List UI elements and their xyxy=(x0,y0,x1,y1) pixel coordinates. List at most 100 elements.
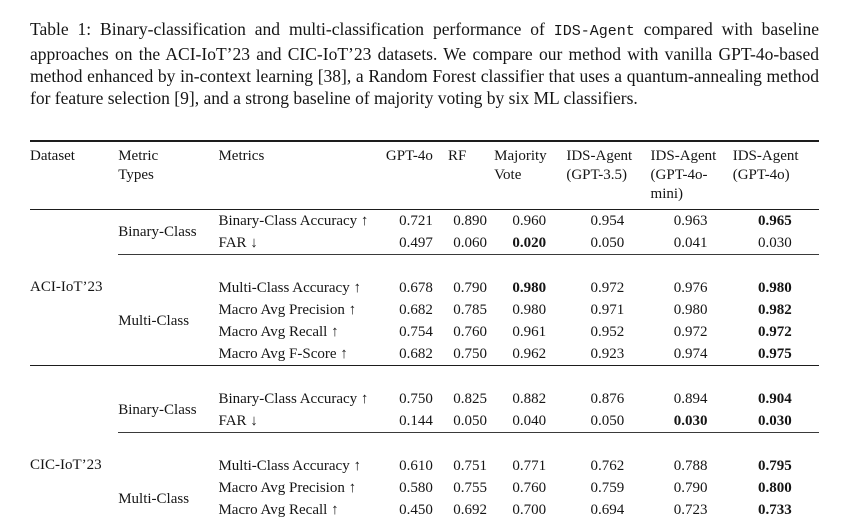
value-cell: 0.682 xyxy=(399,345,433,362)
value-cell: 0.785 xyxy=(453,301,487,318)
value-cell: 0.694 xyxy=(590,501,625,517)
value-cell: 0.497 xyxy=(399,234,433,251)
table-row: Multi-Class Multi-Class Accuracy ↑ 0.678 0.… xyxy=(30,277,819,329)
value-cell: 0.965 xyxy=(757,212,792,229)
value-cell: 0.678 xyxy=(399,279,433,296)
value-cell: 0.580 xyxy=(399,479,433,496)
column-header-ids-agent-gpt4o-mini: IDS-Agent (GPT-4o-mini) xyxy=(650,141,733,210)
value-cell: 0.980 xyxy=(757,279,792,296)
value-cell: 0.751 xyxy=(453,457,487,474)
value-cell: 0.904 xyxy=(757,390,792,407)
value-cell: 0.020 xyxy=(512,234,547,251)
value-cell: 0.961 xyxy=(512,323,547,340)
value-cell: 0.754 xyxy=(399,323,433,340)
table-row: Macro Avg F-Score ↑ 0.682 0.750 0.962 0.923 0… xyxy=(30,343,819,366)
value-cell: 0.610 xyxy=(399,457,433,474)
column-header-metrics: Metrics xyxy=(218,141,386,210)
table-row: Macro Avg Recall ↑ 0.754 0.760 0.961 0.952 0.… xyxy=(30,321,819,343)
table-row: ACI-IoT’23 Binary-Class Binary-Class Accur… xyxy=(30,210,819,296)
dataset-cell: ACI-IoT’23 xyxy=(30,279,103,295)
column-header-dataset: Dataset xyxy=(30,141,119,210)
value-cell: 0.755 xyxy=(453,479,487,496)
value-cell: 0.750 xyxy=(453,345,487,362)
value-cell: 0.894 xyxy=(673,390,708,407)
value-cell: 0.030 xyxy=(673,412,708,429)
value-cell: 0.682 xyxy=(399,301,433,318)
table-row: CIC-IoT’23 Binary-Class Binary-Class Accur… xyxy=(30,388,819,474)
table-row: FAR ↓ 0.497 0.060 0.020 0.050 0.041 0.030 xyxy=(30,232,819,255)
table-row: Multi-Class Multi-Class Accuracy ↑ 0.610 0.… xyxy=(30,455,819,507)
rule-line xyxy=(30,365,819,388)
value-cell: 0.041 xyxy=(673,234,708,251)
rule-line xyxy=(118,254,819,277)
value-cell: 0.974 xyxy=(673,345,708,362)
metric-type-cell: Multi-Class xyxy=(118,490,190,507)
value-cell: 0.975 xyxy=(757,345,792,362)
value-cell: 0.733 xyxy=(757,501,792,517)
value-cell: 0.923 xyxy=(590,345,625,362)
value-cell: 0.050 xyxy=(590,234,625,251)
metric-label-cell: Binary-Class Accuracy ↑ xyxy=(218,212,369,229)
metric-label-cell: Macro Avg F-Score ↑ xyxy=(218,345,348,362)
value-cell: 0.972 xyxy=(673,323,708,340)
value-cell: 0.030 xyxy=(757,412,792,429)
value-cell: 0.750 xyxy=(399,390,433,407)
table-body: ACI-IoT’23 Binary-Class Binary-Class Accur… xyxy=(30,210,819,517)
metric-type-separator-rule xyxy=(30,432,819,455)
value-cell: 0.971 xyxy=(590,301,625,318)
value-cell: 0.692 xyxy=(453,501,487,517)
value-cell: 0.050 xyxy=(453,412,487,429)
value-cell: 0.876 xyxy=(590,390,625,407)
rule-line xyxy=(118,432,819,455)
caption-text-after: compared with baseline approaches on the… xyxy=(30,19,819,108)
value-cell: 0.721 xyxy=(399,212,433,229)
table-row: Macro Avg Precision ↑ 0.580 0.755 0.760 0.75… xyxy=(30,477,819,499)
value-cell: 0.980 xyxy=(512,301,547,318)
metric-label-cell: Macro Avg Precision ↑ xyxy=(218,301,357,318)
results-table: Dataset Metric Types Metrics GPT-4o RF M… xyxy=(30,140,819,517)
value-cell: 0.790 xyxy=(453,279,487,296)
value-cell: 0.762 xyxy=(590,457,625,474)
metric-label-cell: FAR ↓ xyxy=(218,412,258,429)
value-cell: 0.972 xyxy=(757,323,792,340)
column-header-majority-vote: Majority Vote xyxy=(494,141,567,210)
metric-type-cell: Multi-Class xyxy=(118,312,190,329)
value-cell: 0.795 xyxy=(757,457,792,474)
value-cell: 0.723 xyxy=(673,501,708,517)
value-cell: 0.040 xyxy=(512,412,547,429)
column-header-gpt4o: GPT-4o xyxy=(385,141,449,210)
value-cell: 0.759 xyxy=(590,479,625,496)
table-row: Macro Avg Recall ↑ 0.450 0.692 0.700 0.694 0.… xyxy=(30,499,819,517)
metric-label-cell: Multi-Class Accuracy ↑ xyxy=(218,279,361,296)
value-cell: 0.788 xyxy=(673,457,708,474)
dataset-cell: CIC-IoT’23 xyxy=(30,457,102,473)
column-header-ids-agent-gpt4o: IDS-Agent (GPT-4o) xyxy=(732,141,819,210)
value-cell: 0.800 xyxy=(757,479,792,496)
metric-type-separator-rule xyxy=(30,254,819,277)
value-cell: 0.700 xyxy=(512,501,547,517)
value-cell: 0.952 xyxy=(590,323,625,340)
table-caption: Table 1: Binary-classification and multi… xyxy=(30,18,819,109)
value-cell: 0.980 xyxy=(673,301,708,318)
value-cell: 0.760 xyxy=(512,479,547,496)
value-cell: 0.962 xyxy=(512,345,547,362)
column-header-ids-agent-gpt35: IDS-Agent (GPT-3.5) xyxy=(566,141,651,210)
value-cell: 0.760 xyxy=(453,323,487,340)
metric-label-cell: Macro Avg Precision ↑ xyxy=(218,479,357,496)
value-cell: 0.882 xyxy=(512,390,547,407)
table-row: FAR ↓ 0.144 0.050 0.040 0.050 0.030 0.030 xyxy=(30,410,819,433)
value-cell: 0.980 xyxy=(512,279,547,296)
header-row: Dataset Metric Types Metrics GPT-4o RF M… xyxy=(30,141,819,210)
caption-text-before: Table 1: Binary-classification and multi… xyxy=(30,19,554,39)
value-cell: 0.771 xyxy=(512,457,547,474)
table-row: Macro Avg Precision ↑ 0.682 0.785 0.980 0.97… xyxy=(30,299,819,321)
value-cell: 0.972 xyxy=(590,279,625,296)
value-cell: 0.890 xyxy=(453,212,487,229)
value-cell: 0.976 xyxy=(673,279,708,296)
metric-label-cell: Macro Avg Recall ↑ xyxy=(218,323,339,340)
column-header-metric-types: Metric Types xyxy=(118,141,219,210)
value-cell: 0.050 xyxy=(590,412,625,429)
metric-label-cell: Multi-Class Accuracy ↑ xyxy=(218,457,361,474)
value-cell: 0.144 xyxy=(399,412,433,429)
